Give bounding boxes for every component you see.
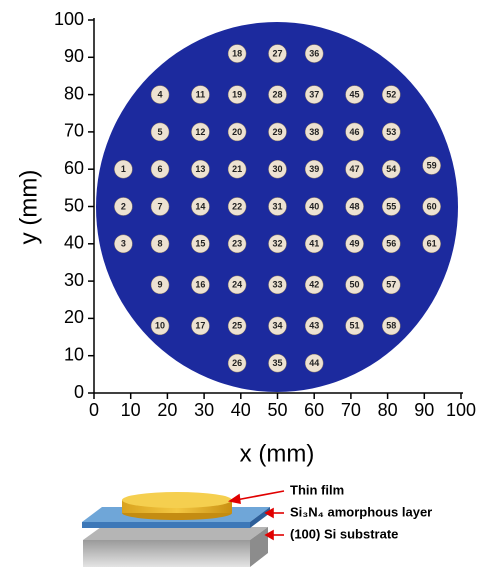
point-label: 13: [195, 164, 205, 174]
point-label: 54: [386, 164, 396, 174]
point-label: 5: [158, 127, 163, 137]
x-tick-label: 60: [304, 400, 324, 420]
x-tick-label: 80: [378, 400, 398, 420]
point-label: 46: [350, 127, 360, 137]
y-tick-label: 20: [64, 307, 84, 327]
point-label: 10: [155, 321, 165, 331]
point-label: 20: [232, 127, 242, 137]
y-tick-label: 100: [54, 9, 84, 29]
y-tick-label: 0: [74, 382, 84, 402]
y-tick-label: 40: [64, 233, 84, 253]
x-axis-label: x (mm): [240, 440, 315, 467]
x-tick-label: 40: [231, 400, 251, 420]
point-label: 57: [386, 280, 396, 290]
y-tick-label: 60: [64, 158, 84, 178]
point-label: 17: [195, 321, 205, 331]
point-label: 6: [158, 164, 163, 174]
point-label: 2: [121, 201, 126, 211]
point-label: 58: [386, 321, 396, 331]
point-label: 59: [427, 160, 437, 170]
y-tick-label: 90: [64, 46, 84, 66]
point-label: 52: [386, 89, 396, 99]
point-label: 8: [158, 239, 163, 249]
y-tick-label: 80: [64, 83, 84, 103]
point-label: 9: [158, 280, 163, 290]
point-label: 61: [427, 239, 437, 249]
figure: x (mm) y (mm) Thin film Si₃N₄ amorphous …: [0, 0, 494, 567]
y-tick-label: 50: [64, 195, 84, 215]
x-tick-label: 20: [157, 400, 177, 420]
point-label: 15: [195, 239, 205, 249]
point-label: 60: [427, 201, 437, 211]
point-label: 22: [232, 201, 242, 211]
point-label: 49: [350, 239, 360, 249]
point-label: 55: [386, 201, 396, 211]
schematic: [82, 491, 284, 567]
schematic-label: Thin film: [290, 482, 344, 497]
point-label: 16: [195, 280, 205, 290]
x-tick-label: 50: [267, 400, 287, 420]
point-label: 44: [309, 358, 319, 368]
point-label: 38: [309, 127, 319, 137]
point-label: 30: [272, 164, 282, 174]
point-label: 43: [309, 321, 319, 331]
point-label: 1: [121, 164, 126, 174]
point-label: 32: [272, 239, 282, 249]
x-tick-label: 30: [194, 400, 214, 420]
point-label: 42: [309, 280, 319, 290]
point-label: 11: [196, 89, 206, 99]
point-label: 51: [350, 321, 360, 331]
point-label: 29: [272, 127, 282, 137]
x-tick-label: 100: [446, 400, 476, 420]
point-label: 26: [232, 358, 242, 368]
point-label: 37: [309, 89, 319, 99]
point-label: 4: [158, 89, 163, 99]
x-tick-label: 90: [414, 400, 434, 420]
y-axis-label: y (mm): [15, 170, 42, 245]
point-label: 27: [272, 48, 282, 58]
point-label: 33: [272, 280, 282, 290]
point-label: 12: [195, 127, 205, 137]
point-label: 39: [309, 164, 319, 174]
point-label: 47: [350, 164, 360, 174]
point-label: 18: [232, 48, 242, 58]
point-label: 53: [386, 127, 396, 137]
point-label: 14: [195, 201, 205, 211]
point-label: 23: [232, 239, 242, 249]
point-label: 48: [350, 201, 360, 211]
y-tick-label: 70: [64, 121, 84, 141]
x-tick-label: 10: [121, 400, 141, 420]
schematic-label: (100) Si substrate: [290, 526, 398, 541]
point-label: 35: [272, 358, 282, 368]
point-label: 31: [272, 201, 282, 211]
y-tick-label: 10: [64, 344, 84, 364]
point-label: 45: [350, 89, 360, 99]
schematic-label: Si₃N₄ amorphous layer: [290, 504, 432, 519]
point-label: 25: [232, 321, 242, 331]
point-label: 21: [232, 164, 242, 174]
x-tick-label: 0: [89, 400, 99, 420]
point-label: 50: [350, 280, 360, 290]
point-label: 41: [309, 239, 319, 249]
point-label: 3: [121, 239, 126, 249]
y-tick-label: 30: [64, 270, 84, 290]
point-label: 34: [272, 321, 282, 331]
point-label: 19: [232, 89, 242, 99]
point-label: 28: [272, 89, 282, 99]
x-tick-label: 70: [341, 400, 361, 420]
point-label: 7: [158, 201, 163, 211]
point-label: 24: [232, 280, 242, 290]
point-label: 40: [309, 201, 319, 211]
point-label: 56: [386, 239, 396, 249]
point-label: 36: [309, 48, 319, 58]
